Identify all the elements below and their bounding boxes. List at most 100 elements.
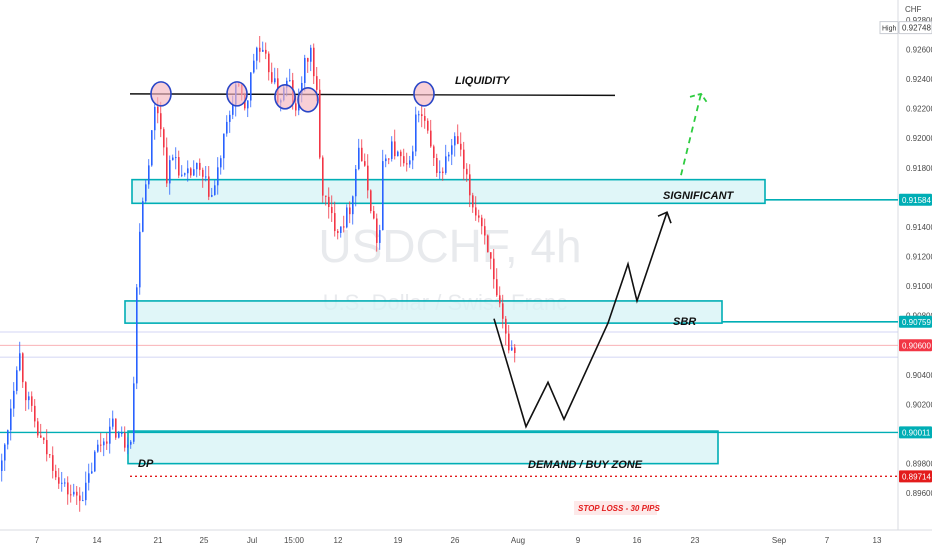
candle-body — [514, 347, 516, 353]
liquidity-circle — [150, 81, 172, 107]
current-badge-value: 0.90600 — [902, 341, 931, 350]
candle-body — [448, 154, 450, 157]
candle-body — [328, 196, 330, 207]
candle-body — [28, 396, 30, 401]
candle-body — [337, 231, 339, 233]
candle-body — [427, 120, 429, 131]
candle-body — [388, 158, 390, 160]
time-tick: 14 — [93, 536, 102, 545]
candle-body — [493, 258, 495, 280]
candle-body — [43, 437, 45, 441]
candle-body — [370, 190, 372, 212]
candle-body — [46, 440, 48, 455]
candle-body — [301, 82, 303, 95]
candle-body — [154, 106, 156, 131]
candle-body — [19, 353, 21, 371]
candle-body — [262, 49, 264, 52]
candle-body — [502, 303, 504, 319]
candle-body — [76, 491, 78, 496]
candle-body — [331, 206, 333, 214]
candle-body — [265, 49, 267, 54]
projection-arrowhead — [657, 211, 672, 224]
candle-body — [433, 146, 435, 158]
candle-body — [322, 157, 324, 196]
time-tick: 26 — [451, 536, 460, 545]
candle-body — [145, 184, 147, 202]
candle-body — [127, 444, 129, 448]
candle-body — [343, 226, 345, 228]
candle-body — [511, 347, 513, 351]
candle-body — [460, 143, 462, 150]
candle-body — [112, 418, 114, 427]
time-tick: 25 — [200, 536, 209, 545]
time-tick: 21 — [154, 536, 163, 545]
candle-body — [373, 211, 375, 219]
time-tick: Aug — [511, 536, 525, 545]
candle-body — [22, 353, 24, 383]
liquidity-circle — [297, 86, 319, 113]
candle-body — [94, 451, 96, 472]
candle-body — [55, 470, 57, 478]
candle-body — [445, 156, 447, 173]
candle-body — [376, 218, 378, 243]
high-badge-value: 0.92748 — [902, 24, 931, 33]
candle-body — [133, 383, 135, 442]
candle-body — [484, 226, 486, 236]
candle-body — [52, 455, 54, 471]
candle-body — [178, 157, 180, 176]
candle-body — [202, 169, 204, 177]
liquidity-circle — [413, 81, 435, 107]
candle-body — [469, 174, 471, 196]
price-tick: 0.89600 — [906, 489, 932, 498]
candle-body — [499, 295, 501, 304]
candle-body — [349, 207, 351, 215]
significant-label: SIGNIFICANT — [663, 190, 735, 202]
candle-body — [487, 235, 489, 253]
candle-body — [37, 421, 39, 436]
candle-body — [136, 287, 138, 384]
candle-body — [325, 195, 327, 197]
candle-body — [10, 408, 12, 431]
candle-body — [193, 169, 195, 176]
candle-body — [181, 174, 183, 176]
candle-body — [121, 432, 123, 434]
candle-body — [79, 495, 81, 501]
liquidity-line — [129, 93, 616, 97]
candle-body — [379, 230, 381, 243]
candle-body — [451, 145, 453, 155]
candle-body — [304, 57, 306, 83]
candle-body — [115, 418, 117, 438]
liquidity-circle — [274, 84, 296, 110]
candle-body — [256, 47, 258, 61]
candle-body — [142, 201, 144, 232]
candle-body — [340, 226, 342, 233]
candle-body — [409, 160, 411, 165]
candle-body — [67, 482, 69, 495]
candle-body — [151, 130, 153, 166]
candle-body — [364, 161, 366, 166]
candle-body — [289, 80, 291, 82]
candle-body — [352, 196, 354, 215]
candle-body — [1, 460, 3, 472]
future-arrowhead — [689, 92, 709, 105]
time-axis[interactable]: 7 14 21 25 Jul 15:00 12 19 26 Aug 9 16 23 Sep 7 13 — [35, 536, 882, 545]
candle-body — [346, 207, 348, 228]
time-tick: 12 — [334, 536, 343, 545]
candle-body — [382, 161, 384, 231]
zone-0 — [131, 178, 766, 205]
candle-body — [187, 168, 189, 174]
candle-body — [418, 114, 420, 116]
candle-body — [313, 47, 315, 77]
sbr-label: SBR — [673, 316, 696, 328]
candle-body — [457, 136, 459, 144]
candle-body — [91, 471, 93, 474]
zones-layer — [124, 178, 766, 465]
candle-body — [40, 435, 42, 438]
stop-loss-label-bg — [574, 501, 657, 515]
candle-body — [214, 185, 216, 196]
